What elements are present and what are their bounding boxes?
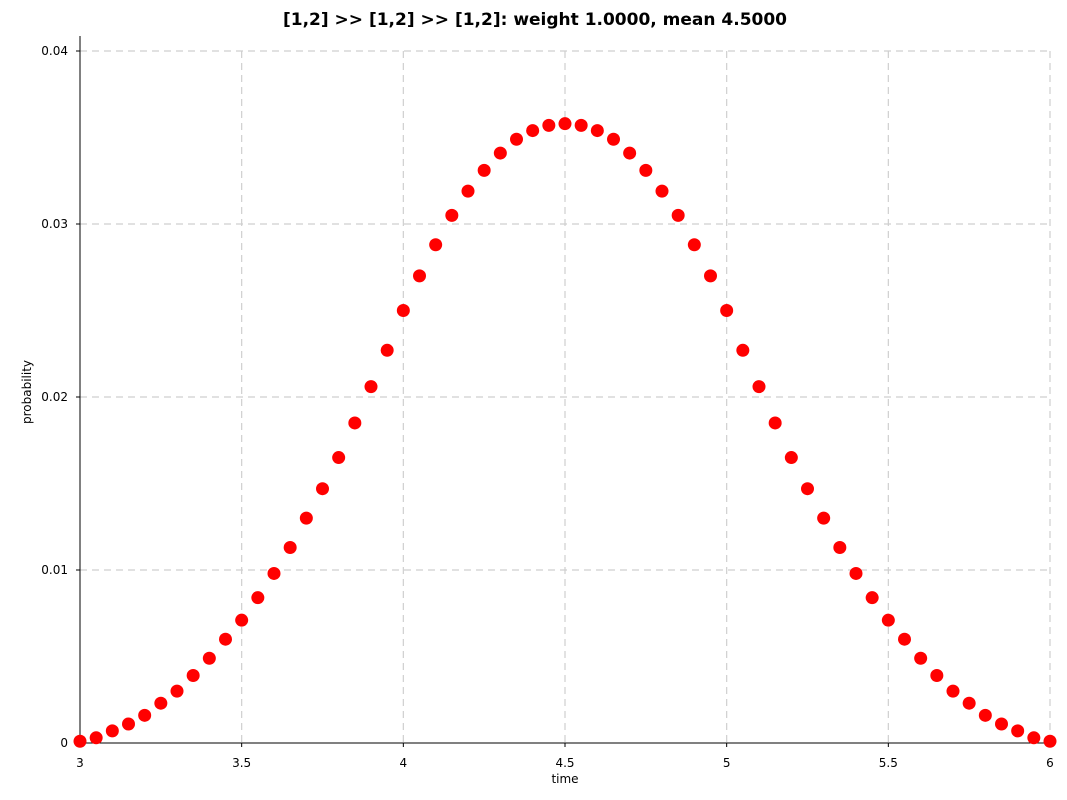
data-point [186, 669, 200, 683]
grid [80, 50, 1051, 743]
x-axis-label: time [551, 772, 578, 786]
x-tick-label: 4 [400, 756, 408, 770]
data-point [574, 118, 588, 132]
y-axis-label: probability [20, 360, 34, 424]
y-tick-label: 0.03 [41, 217, 68, 231]
data-point [946, 684, 960, 698]
data-point [687, 238, 701, 252]
data-point [493, 146, 507, 160]
data-point [235, 613, 249, 627]
data-point [89, 731, 103, 745]
data-point [881, 613, 895, 627]
x-tick-label: 5 [723, 756, 731, 770]
data-point [995, 717, 1008, 731]
data-point [1011, 724, 1025, 738]
data-point [219, 632, 232, 646]
data-point [849, 566, 863, 580]
data-point [299, 511, 313, 525]
data-point [817, 511, 831, 525]
x-tick-label: 4.5 [555, 756, 574, 770]
data-point [833, 541, 847, 555]
data-point [380, 343, 394, 357]
data-point [704, 269, 717, 283]
x-tick-label: 5.5 [879, 756, 898, 770]
data-point [105, 724, 119, 738]
data-point [752, 380, 766, 394]
data-point [138, 708, 152, 722]
data-point [526, 124, 540, 138]
data-point [768, 416, 782, 430]
data-point [736, 343, 750, 357]
x-tick-labels: 3 3.5 4 4.5 5 5.5 6 [76, 743, 1054, 770]
data-point [170, 684, 184, 698]
data-point [784, 451, 798, 465]
y-tick-labels: 0 0.01 0.02 0.03 0.04 [41, 44, 80, 750]
data-point [510, 132, 523, 146]
data-point [429, 238, 443, 252]
data-point [73, 734, 87, 748]
y-tick-label: 0 [60, 736, 68, 750]
data-point [283, 541, 297, 555]
data-point [914, 651, 928, 665]
data-point [671, 208, 685, 222]
chart-title: [1,2] >> [1,2] >> [1,2]: weight 1.0000, … [283, 10, 787, 30]
data-point [720, 304, 734, 317]
y-tick-label: 0.02 [41, 390, 68, 404]
data-point [978, 708, 992, 722]
data-point [542, 118, 556, 132]
data-point [267, 566, 281, 580]
data-point [623, 146, 637, 160]
data-point [865, 591, 879, 605]
data-point [122, 717, 135, 731]
data-point [316, 482, 329, 496]
data-point [1043, 734, 1057, 748]
data-point [348, 416, 362, 430]
data-point [154, 696, 168, 710]
data-point [251, 591, 265, 605]
x-tick-label: 6 [1046, 756, 1054, 770]
data-point [202, 651, 216, 665]
data-point [461, 184, 475, 198]
data-point [445, 208, 459, 222]
data-point [332, 451, 346, 465]
data-point [413, 269, 426, 283]
data-point [607, 132, 620, 146]
data-point [396, 304, 410, 317]
x-tick-label: 3.5 [232, 756, 251, 770]
data-point [639, 163, 653, 177]
data-point [898, 632, 911, 646]
x-tick-label: 3 [76, 756, 84, 770]
y-tick-label: 0.04 [41, 44, 68, 58]
data-points [73, 117, 1057, 748]
data-point [930, 669, 944, 683]
data-point [801, 482, 814, 496]
data-point [477, 163, 491, 177]
y-tick-label: 0.01 [41, 563, 68, 577]
data-point [1027, 731, 1041, 745]
data-point [558, 117, 572, 131]
data-point [590, 124, 604, 138]
data-point [962, 696, 976, 710]
data-point [655, 184, 669, 198]
data-point [364, 380, 378, 394]
